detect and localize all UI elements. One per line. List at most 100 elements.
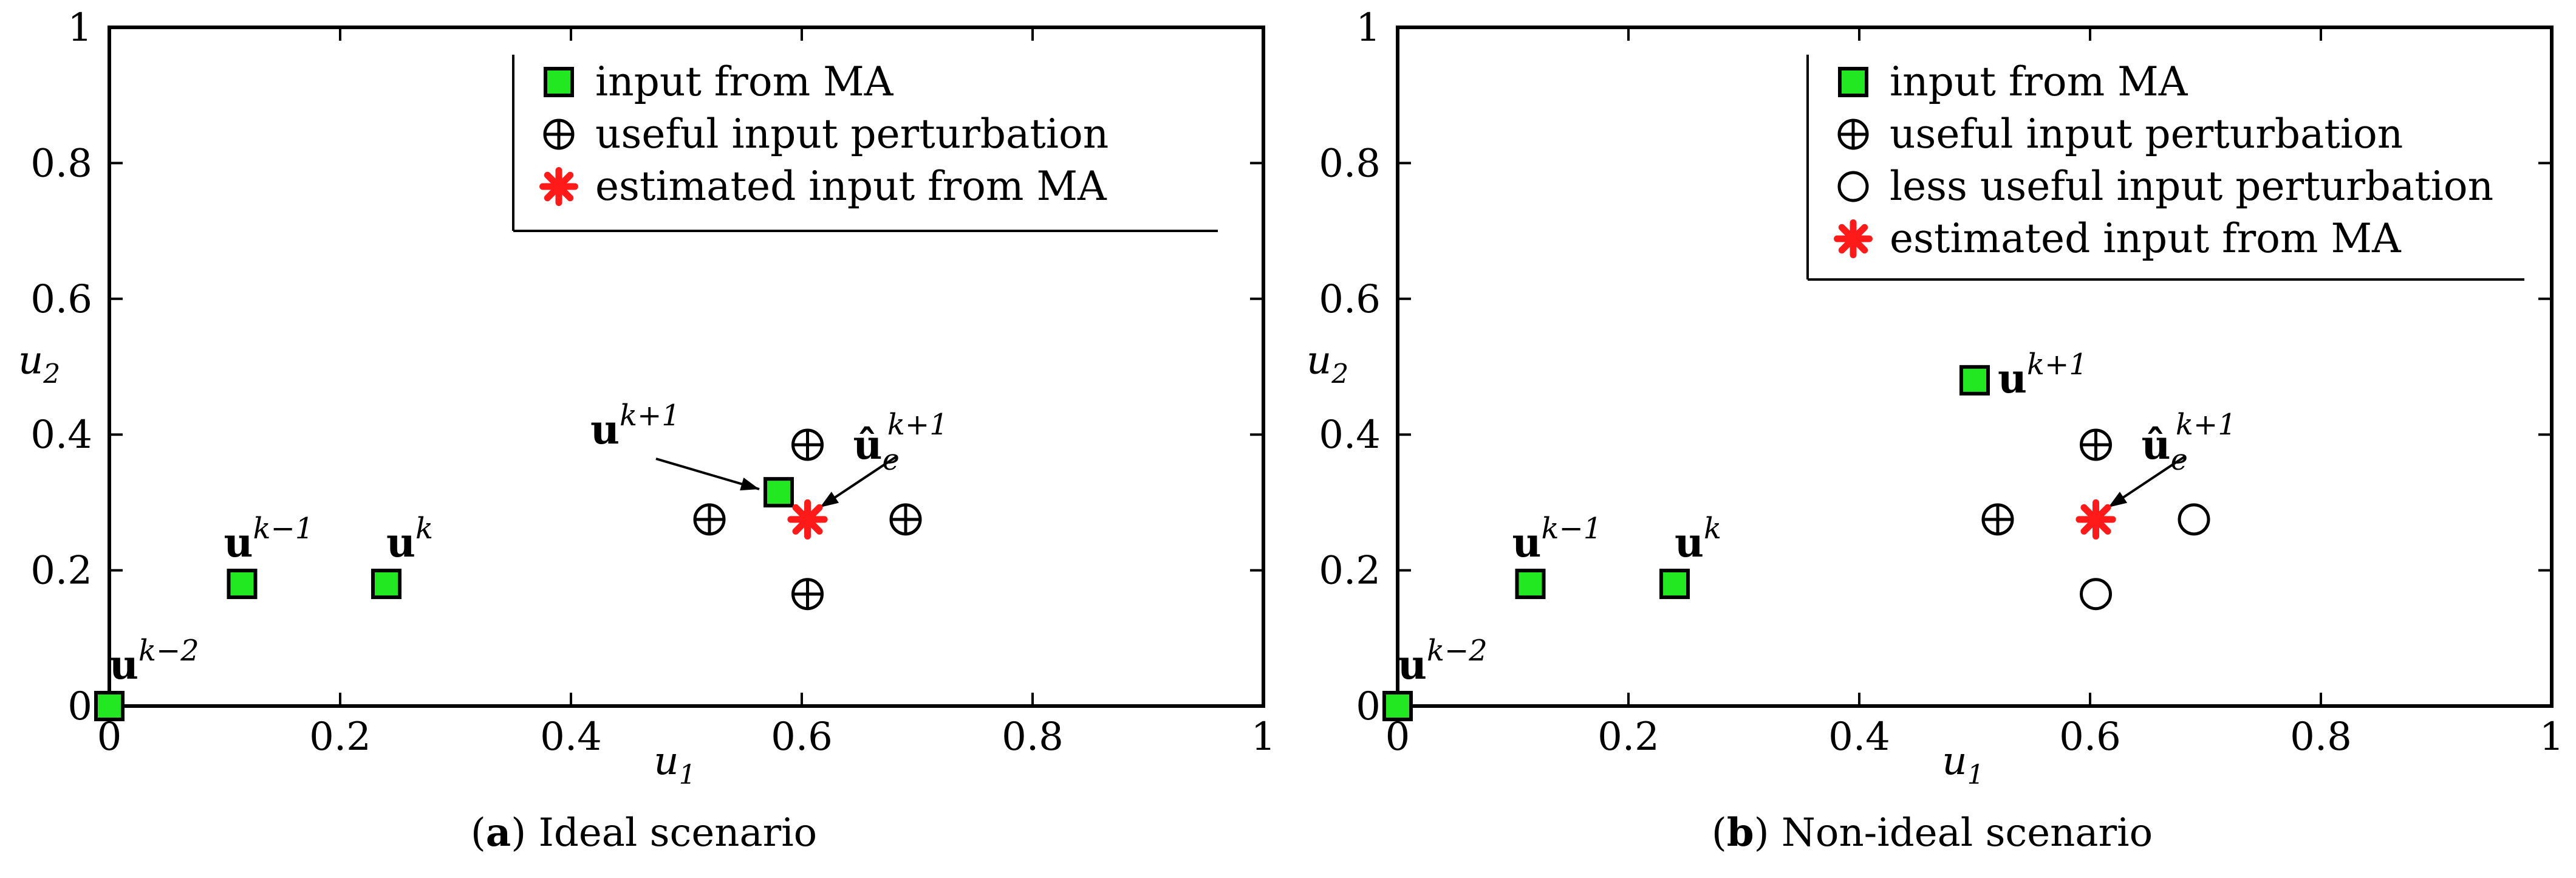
legend-marker-red-asterisk (1834, 219, 1873, 258)
data-point-green-square (94, 691, 125, 721)
green-square-marker (544, 67, 574, 97)
x-tick-label: 0 (1385, 715, 1410, 760)
x-tick-label: 0.8 (2290, 715, 2352, 760)
x-tick-label: 0.6 (2059, 715, 2121, 760)
data-point-open-circle (2178, 503, 2210, 536)
x-axis-label-sub: 1 (1967, 760, 1984, 791)
x-axis-label: u1 (654, 739, 695, 791)
point-label-main: u (1998, 355, 2027, 402)
point-label: uk−2 (109, 634, 199, 688)
point-label: uk+1 (1998, 348, 2088, 402)
data-point-green-square (764, 477, 794, 508)
legend: input from MA useful input perturbation es… (512, 55, 1218, 232)
caption-paren-open: ( (471, 811, 486, 856)
green-square-marker (227, 568, 258, 599)
data-point-circle-plus (791, 578, 824, 611)
green-square-marker (764, 477, 794, 508)
y-axis-label: u2 (1307, 338, 1348, 390)
data-point-circle-plus (889, 503, 922, 536)
series-circle-plus (1981, 428, 2112, 536)
y-axis-label-sub: 2 (1331, 359, 1348, 390)
green-square-marker (1838, 67, 1868, 97)
green-square-marker (371, 568, 401, 599)
legend-label: estimated input from MA (595, 163, 1107, 210)
series-open-circle (2080, 503, 2210, 611)
y-tick-label: 0.6 (30, 277, 92, 322)
y-tick-label: 0.8 (1319, 141, 1381, 186)
caption-paren-close: ) (1754, 811, 1782, 856)
legend-label: less useful input perturbation (1890, 163, 2493, 210)
caption-paren-open: ( (1712, 811, 1727, 856)
x-tick-label: 0.2 (1597, 715, 1659, 760)
point-label: uk−1 (1512, 512, 1602, 566)
asterisk-stroke (2080, 504, 2111, 535)
point-label: uk−2 (1398, 634, 1488, 688)
y-axis-label-main: u (18, 338, 43, 383)
y-tick-label: 0 (67, 684, 92, 729)
open-circle-marker (2080, 578, 2112, 611)
y-tick-label: 0.2 (1319, 549, 1381, 594)
green-square-marker (1382, 691, 1413, 721)
point-label-main: u (1512, 519, 1542, 566)
series-red-asterisk: ûek+1 (2075, 408, 2236, 540)
x-axis-label-sub: 1 (679, 760, 696, 791)
legend: input from MA useful input perturbation le… (1806, 55, 2524, 281)
legend-label: useful input perturbation (1890, 111, 2403, 157)
caption-letter: a (486, 810, 511, 856)
legend-label: estimated input from MA (1890, 215, 2402, 262)
figure-caption: (a) Ideal scenario (471, 810, 817, 856)
series-circle-plus (693, 428, 922, 611)
green-square-marker (94, 691, 125, 721)
legend-marker-circle-plus (1837, 118, 1869, 150)
point-label: uk (386, 512, 433, 566)
legend-marker-green-square (1838, 67, 1868, 97)
x-tick-label: 0.2 (309, 715, 371, 760)
point-label-sup: k−1 (1542, 512, 1602, 546)
point-label-sup: k−2 (1427, 634, 1488, 668)
caption-letter: b (1727, 810, 1754, 856)
point-label: ûek+1 (2142, 408, 2236, 477)
legend-marker-open-circle (1837, 171, 1869, 202)
point-label-sup: k (1704, 512, 1721, 546)
x-tick-label: 1 (1251, 715, 1276, 760)
point-label-sup: k (415, 512, 433, 546)
panel-ideal-scenario: 0 0.2 0.4 0.6 0.8 1 0 0.2 0.4 0.6 0.8 1 u1 u2 input fr… (18, 5, 1276, 856)
point-label-sup: k−2 (138, 634, 199, 668)
panel-non-ideal-scenario: 0 0.2 0.4 0.6 0.8 1 0 0.2 0.4 0.6 0.8 1 u1 u2 input fr… (1288, 0, 2576, 878)
data-point-green-square (1959, 365, 1990, 396)
data-point-green-square (1382, 691, 1413, 721)
caption-paren-close: ) (511, 811, 538, 856)
x-axis-label-main: u (654, 739, 678, 784)
point-label-sup: k+1 (2176, 408, 2236, 442)
data-point-red-asterisk (2075, 499, 2116, 540)
y-axis-label: u2 (18, 338, 60, 390)
y-tick-label: 1 (67, 5, 92, 50)
x-tick-label: 0.8 (1002, 715, 1064, 760)
plot-frame (108, 26, 1265, 708)
caption-text: Non-ideal scenario (1782, 811, 2153, 856)
y-axis-label-main: u (1307, 338, 1331, 383)
legend-marker-green-square (544, 67, 574, 97)
point-label-main: û (2142, 421, 2171, 468)
legend-label: useful input perturbation (595, 111, 1109, 157)
x-tick-label: 0.6 (771, 715, 833, 760)
point-label: ûek+1 (853, 408, 948, 477)
legend-marker-red-asterisk (539, 167, 578, 206)
figure-caption: (b) Non-ideal scenario (1712, 810, 2153, 856)
data-point-circle-plus (1981, 503, 2014, 536)
legend-marker-circle-plus (543, 118, 575, 150)
point-label-main: u (224, 519, 253, 566)
y-tick-label: 0.8 (30, 141, 92, 186)
y-axis-label-sub: 2 (43, 359, 60, 390)
point-label-sup: k+1 (887, 408, 948, 442)
y-tick-label: 0.4 (30, 413, 92, 458)
x-tick-label: 1 (2540, 715, 2564, 760)
point-label-sup: k+1 (620, 399, 680, 433)
open-circle-marker (1837, 171, 1869, 202)
data-point-red-asterisk (787, 499, 828, 540)
point-label: uk−1 (224, 512, 314, 566)
x-tick-label: 0.4 (540, 715, 602, 760)
